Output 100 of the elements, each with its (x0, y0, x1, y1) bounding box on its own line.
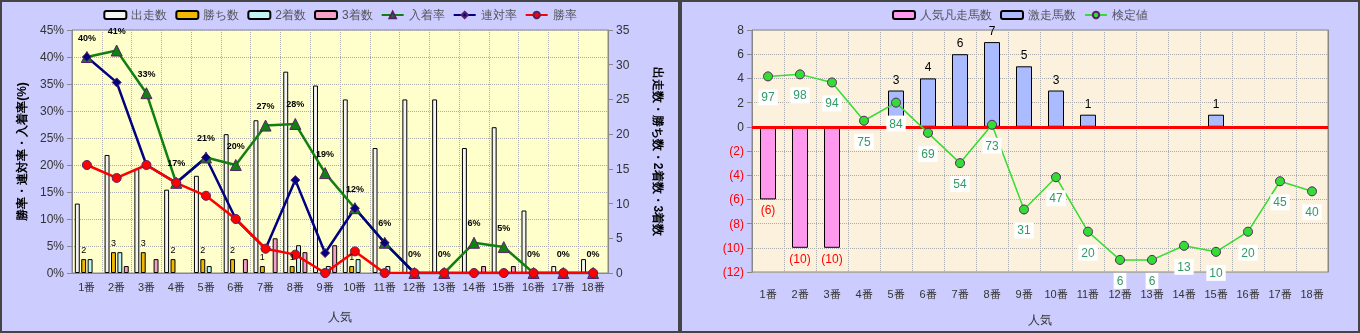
data-label: 6% (378, 218, 392, 229)
data-label: 2 (230, 244, 236, 255)
legend-label: 2着数 (275, 8, 307, 22)
x-tick-label: 2番 (791, 287, 809, 300)
legend-label: 3着数 (342, 8, 373, 22)
x-tick-label: 1番 (759, 287, 777, 300)
y2-tick-label: 15 (616, 161, 630, 176)
data-label: 20 (1241, 245, 1255, 260)
data-label: 75 (857, 134, 871, 149)
x-tick-label: 12番 (1108, 287, 1132, 300)
y-tick-label: 5% (46, 239, 65, 253)
x-tick-label: 18番 (1300, 287, 1324, 300)
y-tick-label: (12) (722, 265, 744, 279)
data-label: 6 (956, 36, 964, 51)
y2-tick-label: 5 (616, 231, 623, 246)
x-tick-label: 13番 (432, 280, 456, 293)
x-tick-label: 15番 (1204, 287, 1228, 300)
data-label: 3 (110, 237, 116, 248)
data-label: 21% (196, 132, 216, 143)
data-label: 4 (924, 60, 932, 75)
data-label: 69 (921, 146, 935, 161)
y-tick-label: 6 (737, 47, 745, 62)
data-label: 3 (1052, 72, 1060, 87)
x-tick-label: 8番 (286, 280, 304, 293)
x-tick-label: 9番 (1015, 287, 1033, 300)
data-label: 3 (892, 72, 900, 87)
legend-label: 出走数 (131, 8, 168, 22)
y-tick-label: 25% (39, 131, 65, 145)
x-tick-label: 8番 (983, 287, 1001, 300)
legend-label: 勝ち数 (203, 8, 240, 22)
legend-label: 人気凡走馬数 (920, 8, 992, 22)
data-label: 0% (586, 248, 600, 259)
y-tick-label: 4 (737, 71, 745, 86)
x-tick-label: 11番 (1076, 287, 1100, 300)
x-tick-label: 13番 (1140, 287, 1164, 300)
data-label: 6% (467, 218, 481, 229)
data-label: 31 (1017, 223, 1031, 238)
x-tick-label: 10番 (1044, 287, 1068, 300)
data-label: 41% (107, 26, 126, 37)
y-tick-label: (2) (729, 144, 744, 158)
x-tick-label: 16番 (1236, 287, 1260, 300)
data-label: (6) (760, 203, 776, 218)
data-label: (10) (789, 251, 811, 266)
x-axis-title: 人気 (328, 310, 352, 324)
data-label: 6 (1116, 273, 1124, 288)
y-tick-label: 20% (39, 158, 65, 172)
data-label: 1 (259, 251, 265, 262)
data-label: (10) (821, 251, 843, 266)
legend-label: 入着率 (408, 8, 445, 22)
data-label: 0% (556, 248, 570, 259)
data-label: 7 (988, 24, 996, 39)
x-tick-label: 11番 (373, 280, 396, 293)
data-label: 97 (761, 90, 775, 105)
data-label: 1 (1084, 96, 1092, 111)
data-label: 3 (140, 237, 146, 248)
y-tick-label: 8 (737, 23, 745, 37)
y2-tick-label: 25 (616, 92, 630, 107)
x-tick-label: 17番 (1268, 287, 1292, 300)
legend-label: 連対率 (480, 8, 517, 22)
data-label: 2 (81, 244, 87, 255)
y2-tick-label: 10 (616, 196, 630, 211)
y-tick-label: (10) (722, 240, 744, 255)
y-axis-title: 勝率・連対率・入着率(%) (15, 82, 29, 222)
x-tick-label: 17番 (551, 280, 575, 293)
data-label: 6 (1148, 273, 1156, 288)
x-tick-label: 1番 (78, 280, 96, 293)
x-tick-label: 3番 (823, 287, 841, 300)
data-label: 27% (256, 101, 275, 112)
data-label: 20 (1081, 245, 1095, 260)
data-label: 0% (527, 248, 541, 259)
x-tick-label: 6番 (227, 280, 245, 293)
y-tick-label: 15% (39, 185, 65, 199)
y-tick-label: 40% (39, 50, 65, 64)
x-tick-label: 16番 (521, 280, 546, 293)
x-tick-label: 9番 (316, 280, 334, 293)
y-tick-label: (8) (729, 216, 744, 231)
data-label: 5 (1020, 48, 1028, 63)
y2-tick-label: 35 (616, 23, 630, 37)
x-tick-label: 6番 (919, 287, 937, 300)
data-label: 5% (497, 222, 511, 233)
x-tick-label: 2番 (108, 280, 126, 293)
y-tick-label: 0 (737, 119, 745, 134)
data-label: 40 (1305, 205, 1319, 220)
y-tick-label: 2 (737, 95, 745, 110)
data-label: 40% (77, 32, 96, 43)
data-label: 0% (437, 248, 451, 259)
y-tick-label: (4) (729, 168, 744, 183)
y2-tick-label: 20 (616, 127, 630, 142)
y-tick-label: 35% (39, 77, 65, 91)
data-label: 1 (349, 251, 355, 262)
x-tick-label: 4番 (855, 287, 873, 300)
y2-axis-title: 出走数・勝ち数・2着数・3着数 (651, 66, 665, 238)
x-tick-label: 7番 (951, 287, 969, 300)
x-tick-label: 12番 (402, 280, 427, 293)
x-tick-label: 4番 (167, 280, 185, 293)
data-label: 2 (200, 244, 206, 255)
data-label: 47 (1049, 191, 1063, 206)
data-label: 94 (825, 96, 839, 111)
x-tick-label: 14番 (1172, 287, 1196, 300)
y-tick-label: 0% (46, 266, 65, 280)
